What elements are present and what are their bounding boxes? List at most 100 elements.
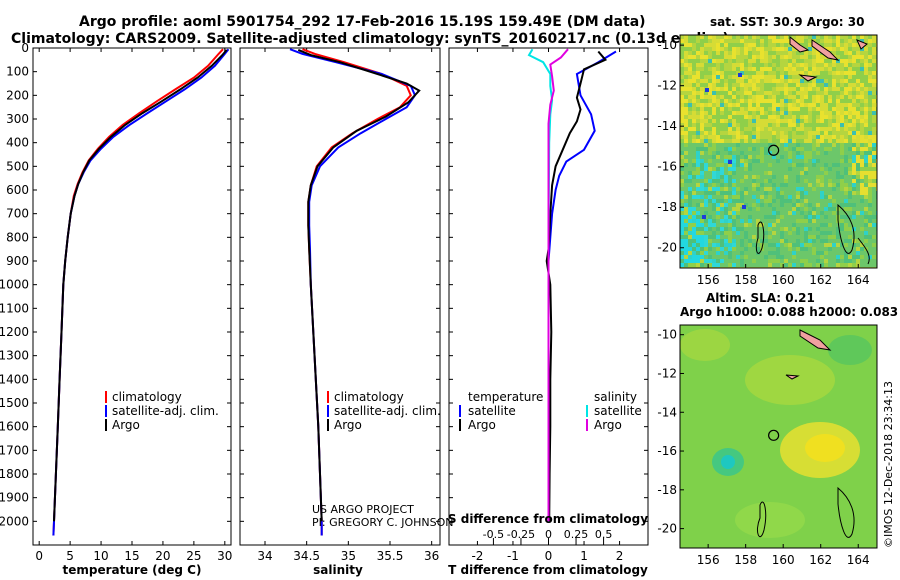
sst-cell xyxy=(712,139,716,143)
sst-cell xyxy=(804,55,808,59)
sst-cell xyxy=(852,83,856,87)
sst-cell xyxy=(764,99,768,103)
sst-cell xyxy=(748,135,752,139)
sst-cell xyxy=(796,123,800,127)
sst-cell xyxy=(804,127,808,131)
sst-cell xyxy=(832,139,836,143)
sst-cell xyxy=(708,215,712,219)
map-y-tick-label: -18 xyxy=(657,200,677,214)
sst-cell xyxy=(800,119,804,123)
argo-position-marker xyxy=(768,429,780,441)
sst-cell xyxy=(784,239,788,243)
sst-cell xyxy=(748,251,752,255)
sst-cell xyxy=(696,75,700,79)
sst-cell xyxy=(732,195,736,199)
sst-cell xyxy=(808,187,812,191)
sst-cell xyxy=(868,151,872,155)
sst-cell xyxy=(848,95,852,99)
sst-cell xyxy=(736,67,740,71)
sst-cell xyxy=(752,199,756,203)
sst-cell xyxy=(840,131,844,135)
sst-cell xyxy=(792,227,796,231)
sst-cell xyxy=(780,211,784,215)
sst-cell xyxy=(808,163,812,167)
sst-cell xyxy=(816,259,820,263)
sst-cell xyxy=(684,219,688,223)
sst-cell xyxy=(680,251,684,255)
argo-position-marker xyxy=(768,144,780,156)
sst-cell xyxy=(828,155,832,159)
sst-cell xyxy=(728,43,732,47)
sst-cell xyxy=(824,63,828,67)
sst-cell xyxy=(756,51,760,55)
sst-cell xyxy=(776,239,780,243)
sst-cell xyxy=(692,183,696,187)
sst-cell xyxy=(784,143,788,147)
sst-cell xyxy=(720,215,724,219)
sst-cell xyxy=(820,75,824,79)
sst-cell xyxy=(832,135,836,139)
sst-cell xyxy=(864,51,868,55)
sst-cell xyxy=(812,139,816,143)
sst-cell xyxy=(724,75,728,79)
sst-cell xyxy=(836,83,840,87)
sst-cell xyxy=(836,39,840,43)
sst-cell xyxy=(772,111,776,115)
sst-cell xyxy=(856,71,860,75)
sst-cell xyxy=(812,171,816,175)
sst-cell xyxy=(824,147,828,151)
sst-cell xyxy=(772,127,776,131)
sst-cell xyxy=(732,131,736,135)
sst-cell xyxy=(788,207,792,211)
sst-cell xyxy=(796,183,800,187)
sst-cell xyxy=(848,67,852,71)
sst-cell xyxy=(856,99,860,103)
sst-cell xyxy=(720,167,724,171)
sst-cell xyxy=(864,231,868,235)
sst-cell xyxy=(680,103,684,107)
sst-cell xyxy=(860,179,864,183)
map-y-tick-label: -16 xyxy=(657,160,677,174)
sst-cell xyxy=(852,107,856,111)
sst-cell xyxy=(832,219,836,223)
sst-cell xyxy=(716,107,720,111)
sst-cell xyxy=(704,119,708,123)
sst-cell xyxy=(800,103,804,107)
sst-cell xyxy=(764,123,768,127)
sla-patch xyxy=(805,434,845,462)
sst-cell xyxy=(852,191,856,195)
sst-cell xyxy=(824,247,828,251)
sst-cell xyxy=(872,239,876,243)
sst-cell xyxy=(768,191,772,195)
sst-cell xyxy=(832,111,836,115)
sst-cell xyxy=(840,55,844,59)
sst-cell xyxy=(748,59,752,63)
sst-cell xyxy=(832,191,836,195)
sst-cell xyxy=(724,167,728,171)
sst-cell xyxy=(856,127,860,131)
sst-cell xyxy=(824,75,828,79)
sla-map-frame xyxy=(679,324,878,549)
sst-cell xyxy=(796,231,800,235)
sst-cell xyxy=(716,203,720,207)
sst-cell xyxy=(740,135,744,139)
sst-cell xyxy=(680,119,684,123)
sst-cell xyxy=(812,203,816,207)
sst-cell xyxy=(840,243,844,247)
sst-cell xyxy=(864,79,868,83)
sst-cell xyxy=(700,139,704,143)
sst-cell xyxy=(780,171,784,175)
sst-cell xyxy=(688,243,692,247)
sst-cell xyxy=(736,87,740,91)
sst-cell xyxy=(704,103,708,107)
sst-cell xyxy=(764,135,768,139)
sst-cell xyxy=(812,63,816,67)
sst-cell xyxy=(844,83,848,87)
sst-cell xyxy=(704,255,708,259)
sst-cell xyxy=(800,55,804,59)
sst-cell xyxy=(832,263,836,267)
sst-cell xyxy=(836,263,840,267)
sst-cell xyxy=(692,179,696,183)
sst-cell xyxy=(740,131,744,135)
sst-cell xyxy=(816,211,820,215)
